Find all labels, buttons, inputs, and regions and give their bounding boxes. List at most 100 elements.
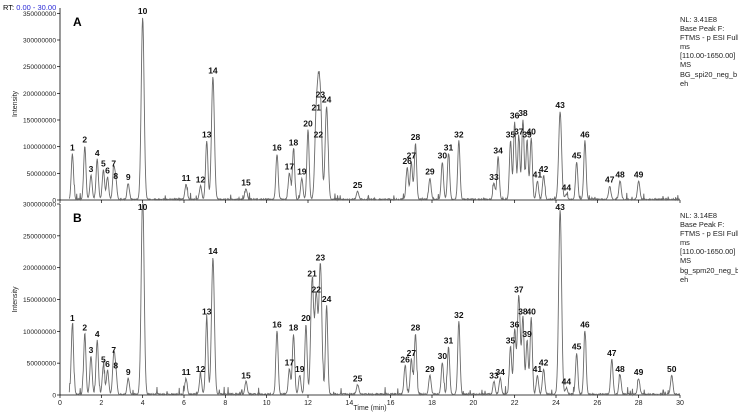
peak-label-3: 3 xyxy=(89,164,94,174)
peak-label-20: 20 xyxy=(301,313,311,323)
y-tick-label: 100000000 xyxy=(23,329,56,336)
x-tick-label: 6 xyxy=(182,400,186,407)
peak-label-25: 25 xyxy=(353,373,363,383)
peak-label-2: 2 xyxy=(82,323,87,333)
peak-label-18: 18 xyxy=(289,323,299,333)
peak-label-43: 43 xyxy=(555,100,565,110)
peak-label-15: 15 xyxy=(241,370,251,380)
y-tick-label: 200000000 xyxy=(23,91,56,98)
peak-label-49: 49 xyxy=(634,367,644,377)
peak-label-41: 41 xyxy=(533,169,543,179)
peak-label-20: 20 xyxy=(303,119,313,129)
x-tick-label: 26 xyxy=(593,400,601,407)
info-line: NL: 3.14E8 xyxy=(680,211,717,220)
peak-label-3: 3 xyxy=(89,345,94,355)
y-tick-label: 200000000 xyxy=(23,265,56,272)
peak-label-31: 31 xyxy=(444,143,454,153)
peak-label-46: 46 xyxy=(580,319,590,329)
peak-label-42: 42 xyxy=(539,358,549,368)
info-line: Base Peak F: xyxy=(680,220,725,230)
peak-label-41: 41 xyxy=(533,364,543,374)
info-line: [110.00-1650.00] xyxy=(680,51,736,61)
peak-label-47: 47 xyxy=(607,348,617,358)
peak-label-29: 29 xyxy=(425,167,435,177)
panel-b-info: NL: 3.14E8 Base Peak F: FTMS - p ESI Full m… xyxy=(680,211,738,284)
y-tick-label: 300000000 xyxy=(23,38,56,45)
panel-letter: A xyxy=(73,15,82,29)
peak-label-23: 23 xyxy=(316,252,326,262)
peak-label-24: 24 xyxy=(322,95,332,105)
x-axis-title: Time (min) xyxy=(353,405,386,412)
x-tick-label: 18 xyxy=(428,400,436,407)
peak-label-5: 5 xyxy=(101,354,106,364)
peak-label-37: 37 xyxy=(514,127,524,137)
peak-label-11: 11 xyxy=(182,367,191,377)
info-line: ms xyxy=(680,42,690,52)
y-tick-label: 250000000 xyxy=(23,64,56,71)
peak-label-36: 36 xyxy=(510,319,520,329)
x-tick-label: 30 xyxy=(676,400,684,407)
peak-label-22: 22 xyxy=(312,284,322,294)
peak-label-16: 16 xyxy=(272,319,282,329)
peak-label-28: 28 xyxy=(411,132,421,142)
peak-label-39: 39 xyxy=(522,329,532,339)
panel-a-info: NL: 3.41E8 Base Peak F: FTMS - p ESI Full m… xyxy=(680,15,738,88)
peak-label-15: 15 xyxy=(241,177,251,187)
peak-label-30: 30 xyxy=(438,351,448,361)
y-tick-label: 0 xyxy=(52,393,56,400)
peak-label-14: 14 xyxy=(208,65,218,75)
peak-label-4: 4 xyxy=(95,329,100,339)
peak-label-49: 49 xyxy=(634,169,644,179)
y-tick-label: 300000000 xyxy=(23,202,56,209)
info-line: eh xyxy=(680,274,689,284)
peak-label-29: 29 xyxy=(425,364,435,374)
peak-label-45: 45 xyxy=(572,342,582,352)
x-tick-label: 20 xyxy=(469,400,477,407)
peak-label-17: 17 xyxy=(285,161,295,171)
peak-label-23: 23 xyxy=(316,89,326,99)
panel-a: 0 50000000 100000000 150000000 200000000 2500… xyxy=(12,6,681,205)
y-tick-label: 50000000 xyxy=(27,171,57,178)
y-tick-label: 350000000 xyxy=(23,11,56,18)
peak-label-35: 35 xyxy=(506,335,516,345)
info-line: NL: 3.41E8 xyxy=(680,15,717,24)
x-tick-label: 0 xyxy=(58,400,62,407)
peak-label-22: 22 xyxy=(314,129,324,139)
peak-label-19: 19 xyxy=(295,364,305,374)
peak-label-16: 16 xyxy=(272,143,282,153)
y-tick-label: 50000000 xyxy=(27,361,57,368)
peak-label-34: 34 xyxy=(493,145,503,155)
peak-label-1: 1 xyxy=(70,143,75,153)
rt-label: RT: xyxy=(3,3,15,12)
peak-label-40: 40 xyxy=(526,307,536,317)
y-tick-label: 150000000 xyxy=(23,297,56,304)
y-tick-label: 0 xyxy=(52,198,56,205)
y-axis-title: Intensity xyxy=(12,286,19,313)
x-tick-label: 28 xyxy=(635,400,643,407)
peak-label-11: 11 xyxy=(182,173,191,183)
y-axis-title: Intensity xyxy=(12,90,19,117)
peak-label-32: 32 xyxy=(454,129,464,139)
info-line: ms xyxy=(680,238,690,248)
peak-label-21: 21 xyxy=(307,268,317,278)
chromatogram-trace xyxy=(68,203,681,397)
peak-label-27: 27 xyxy=(407,151,417,161)
y-tick-label: 250000000 xyxy=(23,233,56,240)
peak-label-28: 28 xyxy=(411,323,421,333)
peak-label-2: 2 xyxy=(82,135,87,145)
peak-label-9: 9 xyxy=(126,172,131,182)
peak-label-12: 12 xyxy=(196,175,206,185)
peak-label-38: 38 xyxy=(518,307,528,317)
info-line: BG_spi20_neg_b xyxy=(680,69,738,79)
peak-label-45: 45 xyxy=(572,151,582,161)
peak-label-47: 47 xyxy=(605,175,615,185)
rt-range-header: RT: 0.00 - 30.00 xyxy=(3,3,56,12)
peak-label-14: 14 xyxy=(208,246,218,256)
y-tick-label: 100000000 xyxy=(23,144,56,151)
peak-label-44: 44 xyxy=(562,377,572,387)
peak-label-31: 31 xyxy=(444,335,454,345)
peak-label-1: 1 xyxy=(70,313,75,323)
peak-label-12: 12 xyxy=(196,364,206,374)
peak-label-6: 6 xyxy=(105,359,110,369)
peak-label-25: 25 xyxy=(353,180,363,190)
